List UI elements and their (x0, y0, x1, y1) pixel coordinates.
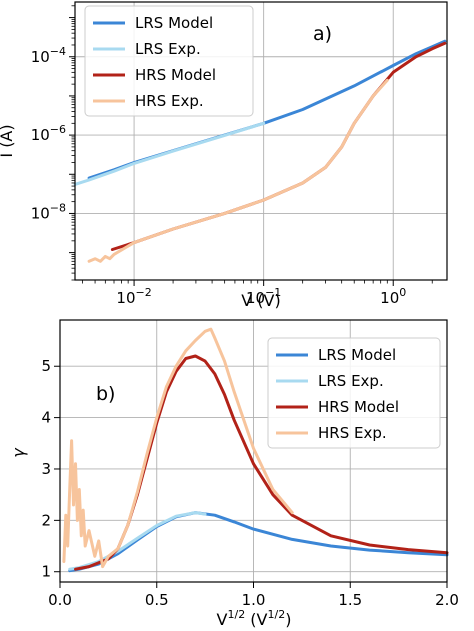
panel-b-legend: LRS Model LRS Exp. HRS Model HRS Exp. (267, 337, 441, 449)
panel-b-x-tick-label-1: 0.5 (145, 591, 169, 609)
panel-a-legend-label-2: HRS Model (135, 66, 216, 84)
panel-a-legend-box (84, 5, 254, 117)
panel-b-series-line-1 (68, 511, 207, 571)
panel-b-x-axis-label-v: V (217, 610, 228, 629)
panel-a-y-tick-label-2: 10−4 (31, 45, 66, 66)
panel-b-x-axis-label: V1/2 (V1/2) (217, 608, 292, 629)
panel-b-y-axis-label: γ (9, 447, 28, 458)
panel-b-y-tick-label-1: 2 (41, 511, 51, 529)
panel-b-x-tick-label-0: 0.0 (48, 591, 72, 609)
panel-b-legend-label-3: HRS Exp. (318, 424, 387, 442)
panel-a-x-tick-label-1: 10−1 (246, 286, 281, 307)
panel-a-series-line-3 (87, 78, 389, 263)
panel-b-x-axis-label-close: ) (285, 610, 291, 629)
panel-b-legend-label-0: LRS Model (318, 346, 396, 364)
panel-a-label: a) (313, 23, 332, 45)
panel-b-x-tick-label-4: 2.0 (435, 591, 459, 609)
panel-a-y-tick-label-0: 10−8 (31, 201, 66, 222)
panel-a-x-tick-label-2: 100 (380, 286, 406, 307)
panel-a-legend: LRS Model LRS Exp. HRS Model HRS Exp. (84, 5, 254, 117)
panel-b-x-tick-label-3: 1.5 (338, 591, 362, 609)
panel-b-y-tick-label-0: 1 (41, 563, 51, 581)
panel-b-y-tick-label-2: 3 (41, 460, 51, 478)
panel-b-label: b) (96, 383, 115, 405)
panel-b-x-tick-label-2: 1.0 (242, 591, 266, 609)
panel-a-y-tick-label-1: 10−6 (31, 123, 66, 144)
panel-b-y-tick-label-4: 5 (41, 357, 51, 375)
panel-a-legend-label-1: LRS Exp. (135, 40, 201, 58)
panel-b-x-axis-label-unit: (V (245, 610, 267, 629)
panel-b-legend-box (267, 337, 441, 449)
panel-a-x-tick-label-0: 10−2 (116, 286, 151, 307)
panel-a-legend-label-0: LRS Model (135, 14, 213, 32)
panel-a-legend-label-3: HRS Exp. (135, 92, 204, 110)
panel-b-x-axis-label-exp1: 1/2 (228, 608, 246, 621)
panel-b-y-tick-label-3: 4 (41, 409, 51, 427)
panel-b-legend-label-1: LRS Exp. (318, 372, 384, 390)
panel-a-y-axis-label: I (A) (0, 124, 16, 157)
panel-a-x-axis-label: V (V) (241, 291, 280, 310)
panel-b-series-line-3 (62, 327, 294, 569)
panel-b-x-axis-label-exp2: 1/2 (267, 608, 285, 621)
panel-a-series-line-1 (73, 121, 266, 186)
panel-b-ticks: 0.0 0.5 1.0 1.5 2.0 1 2 3 4 5 (41, 357, 458, 609)
panel-a-ticks: 10−2 10−1 100 10−8 10−6 10−4 (31, 5, 433, 307)
panel-b-series (62, 327, 449, 573)
panel-a-series (73, 39, 447, 263)
panel-b-legend-label-2: HRS Model (318, 398, 399, 416)
panel-a-chart: 10−2 10−1 100 10−8 10−6 10−4 a) V (V) I (A) L… (0, 1, 448, 310)
